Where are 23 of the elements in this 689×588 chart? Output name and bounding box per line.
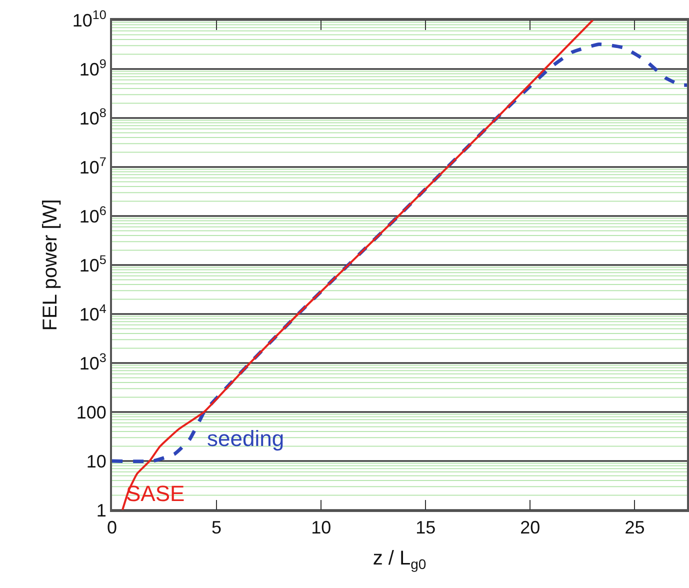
x-axis-title: z / L$_{g0}$: [372, 548, 426, 572]
x-tick-label: 5: [212, 518, 222, 538]
y-tick-label: 1: [96, 500, 106, 520]
y-tick-label: 10$^{7}$: [79, 154, 106, 178]
y-tick-label: 10$^{9}$: [79, 56, 106, 80]
y-tick-label: 10$^{8}$: [79, 106, 106, 128]
y-axis-title: FEL power [W]: [39, 199, 62, 331]
line-series: [112, 42, 687, 464]
series-label: SASE: [126, 481, 185, 506]
line-series: [121, 20, 594, 510]
y-tick-label: 10$^{5}$: [79, 252, 106, 276]
x-tick-label: 25: [624, 518, 645, 538]
y-tick-label: 10: [86, 451, 106, 472]
y-tick-label: 10$^{10}$: [72, 8, 106, 30]
x-tick-label: 10: [311, 518, 332, 538]
y-tick-label: 100: [76, 402, 106, 422]
y-tick-label: 10$^{3}$: [79, 350, 106, 374]
x-tick-label: 0: [106, 518, 118, 538]
y-tick-label: 10$^{4}$: [79, 302, 106, 324]
x-tick-label: 20: [520, 518, 540, 538]
x-tick-label: 15: [416, 518, 436, 538]
series-label: seeding: [207, 426, 284, 451]
y-tick-label: 10$^{6}$: [79, 204, 106, 226]
